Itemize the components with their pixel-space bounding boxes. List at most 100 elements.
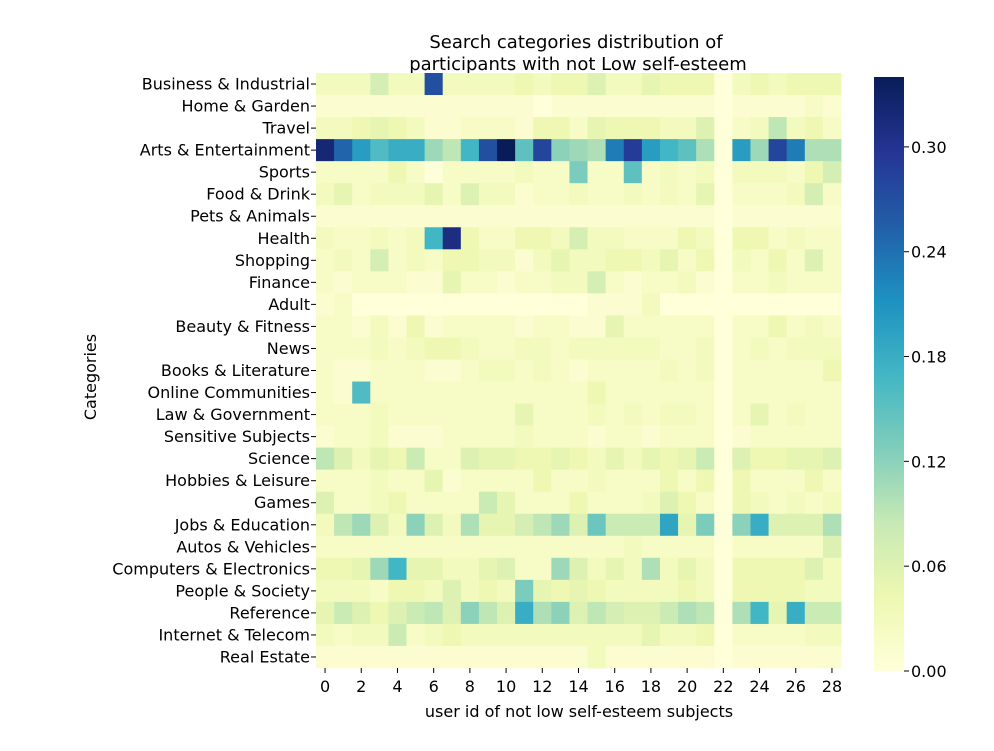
heatmap-cell <box>768 491 788 515</box>
heatmap-cell <box>569 579 588 603</box>
heatmap-cell <box>750 491 769 515</box>
heatmap-cell <box>750 315 769 338</box>
heatmap-cell <box>786 469 806 493</box>
heatmap-cell <box>623 513 643 537</box>
heatmap-cell <box>460 425 480 449</box>
heatmap-cell <box>696 601 715 625</box>
heatmap-cell <box>768 469 788 493</box>
heatmap-cell <box>497 579 516 603</box>
heatmap-cell <box>641 205 661 228</box>
heatmap-cell <box>605 601 625 625</box>
heatmap-cell <box>551 315 570 338</box>
heatmap-cell <box>515 293 534 316</box>
heatmap-cell <box>406 73 426 96</box>
heatmap-cell <box>515 601 534 625</box>
heatmap-cell <box>768 425 788 449</box>
heatmap-cell <box>460 117 480 140</box>
heatmap-cell <box>623 183 643 206</box>
heatmap-cell <box>678 227 697 250</box>
heatmap-cell <box>533 403 552 426</box>
heatmap-cell <box>370 491 389 515</box>
heatmap-cell <box>623 73 643 96</box>
heatmap-cell <box>714 513 733 537</box>
heatmap-cell <box>551 579 570 603</box>
heatmap-cell <box>768 117 788 140</box>
heatmap-cell <box>804 293 824 316</box>
heatmap-cell <box>786 95 806 118</box>
heatmap-cell <box>497 359 516 382</box>
heatmap-cell <box>515 315 534 338</box>
heatmap-cell <box>623 601 643 625</box>
heatmap-cell <box>569 513 588 537</box>
heatmap-cell <box>569 447 588 471</box>
heatmap-cell <box>388 579 407 603</box>
heatmap-cell <box>750 447 769 471</box>
heatmap-cell <box>714 601 733 625</box>
heatmap-cell <box>478 579 498 603</box>
heatmap-cell <box>406 95 426 118</box>
heatmap-cell <box>714 205 733 228</box>
heatmap-cell <box>406 447 426 471</box>
heatmap-cell <box>659 403 679 426</box>
x-tick-label: 10 <box>496 677 516 696</box>
heatmap-cell <box>316 513 335 537</box>
heatmap-cell <box>316 469 335 493</box>
heatmap-cell <box>732 117 751 140</box>
heatmap-cell <box>623 623 643 647</box>
heatmap-cell <box>551 601 570 625</box>
heatmap-cell <box>750 227 769 250</box>
heatmap-cell <box>804 447 824 471</box>
heatmap-cell <box>641 117 661 140</box>
heatmap-cell <box>424 491 444 515</box>
heatmap-cell <box>714 315 733 338</box>
heatmap-cell <box>786 425 806 449</box>
heatmap-cell <box>822 469 842 493</box>
heatmap-cell <box>732 359 751 382</box>
heatmap-cell <box>804 205 824 228</box>
heatmap-cell <box>551 469 570 493</box>
category-labels: Business & Industrial Home & Garden Travel… <box>112 75 316 666</box>
heatmap-cell <box>352 381 371 404</box>
heatmap-cell <box>370 227 389 250</box>
heatmap-cell <box>497 315 516 338</box>
heatmap-cell <box>678 447 697 471</box>
heatmap-cell <box>732 601 751 625</box>
heatmap-cell <box>732 205 751 228</box>
heatmap-cell <box>678 315 697 338</box>
heatmap-cell <box>822 601 842 625</box>
chart-title-line-2: participants with not Low self-esteem <box>409 54 747 75</box>
heatmap-cell <box>352 359 371 382</box>
heatmap-cell <box>659 359 679 382</box>
heatmap-cell <box>515 205 534 228</box>
heatmap-cell <box>605 359 625 382</box>
category-label: Business & Industrial <box>142 75 310 94</box>
heatmap-cell <box>569 227 588 250</box>
heatmap-cell <box>750 337 769 360</box>
heatmap-cell <box>641 227 661 250</box>
heatmap-cell <box>406 161 426 184</box>
heatmap-cell <box>786 579 806 603</box>
x-tick-label: 18 <box>641 677 661 696</box>
heatmap-cell <box>623 403 643 426</box>
heatmap-cell <box>804 601 824 625</box>
heatmap-cell <box>533 183 552 206</box>
heatmap-cell <box>478 447 498 471</box>
heatmap-cell <box>352 491 371 515</box>
heatmap-cell <box>424 161 444 184</box>
heatmap-cell <box>804 469 824 493</box>
heatmap-cell <box>497 447 516 471</box>
x-tick-label: 4 <box>392 677 402 696</box>
category-label: Autos & Vehicles <box>176 537 310 556</box>
heatmap-cell <box>352 139 371 162</box>
colorbar-tick-label: 0.00 <box>911 662 947 681</box>
heatmap-cell <box>388 227 407 250</box>
heatmap-cell <box>732 183 751 206</box>
colorbar-tick-label: 0.24 <box>911 243 947 262</box>
heatmap-cell <box>659 249 679 272</box>
heatmap-cell <box>497 381 516 404</box>
heatmap-cell <box>678 557 697 581</box>
heatmap-cell <box>370 645 389 669</box>
heatmap-cell <box>696 447 715 471</box>
heatmap-cell <box>623 161 643 184</box>
heatmap-cell <box>750 161 769 184</box>
